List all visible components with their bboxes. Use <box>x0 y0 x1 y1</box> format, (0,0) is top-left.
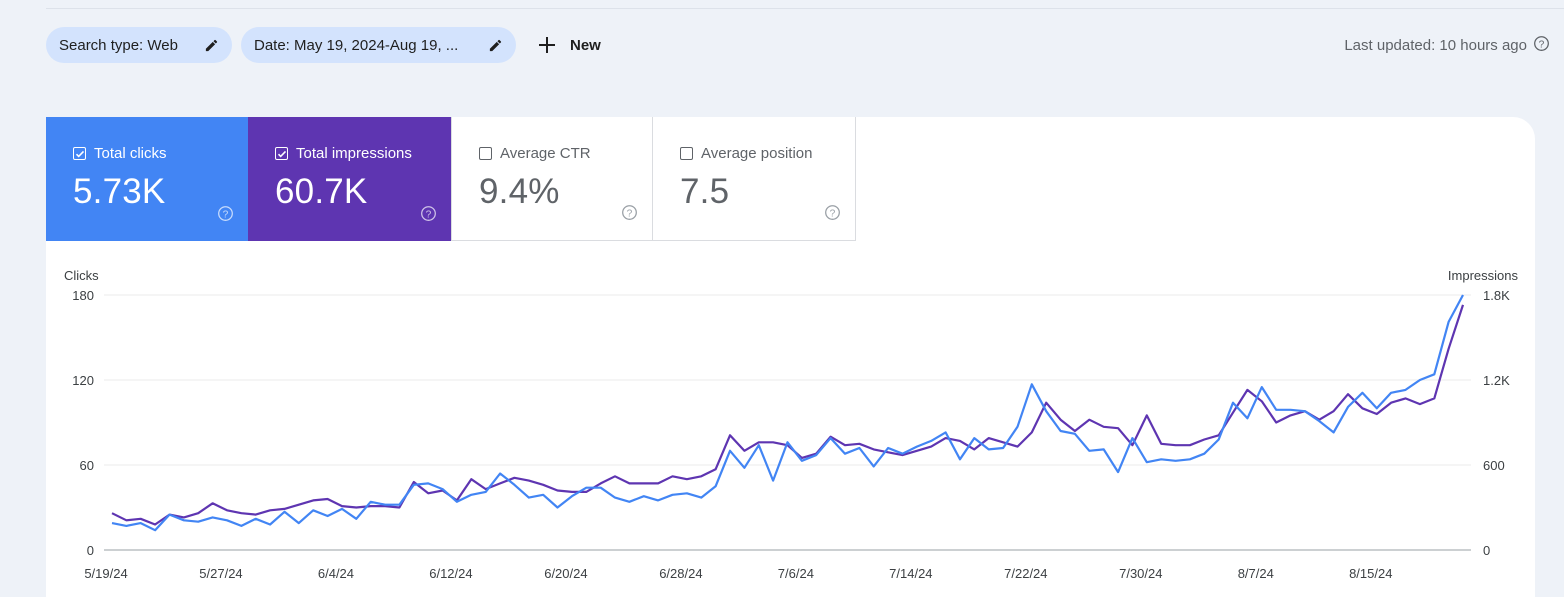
question-circle-icon[interactable]: ? <box>1533 35 1550 56</box>
metric-label: Total impressions <box>296 145 412 162</box>
x-tick-label: 7/6/24 <box>778 566 814 581</box>
x-tick-label: 7/22/24 <box>1004 566 1047 581</box>
y-tick-label-right: 600 <box>1483 458 1505 473</box>
performance-panel: Total clicks 5.73K ? Total impressions 6… <box>46 117 1535 597</box>
question-circle-icon[interactable]: ? <box>824 204 841 226</box>
metric-label: Average position <box>701 145 813 162</box>
pencil-icon[interactable] <box>202 36 220 54</box>
metric-card-total-clicks[interactable]: Total clicks 5.73K ? <box>46 117 248 241</box>
checkbox-icon[interactable] <box>479 147 492 160</box>
y-tick-label-right: 0 <box>1483 543 1490 558</box>
metric-value: 9.4% <box>479 172 560 211</box>
checkbox-icon[interactable] <box>680 147 693 160</box>
x-tick-label: 5/27/24 <box>199 566 242 581</box>
y-tick-label-right: 1.2K <box>1483 373 1510 388</box>
y-tick-label-left: 120 <box>72 373 94 388</box>
y-tick-label-right: 1.8K <box>1483 288 1510 303</box>
pencil-icon[interactable] <box>486 36 504 54</box>
svg-text:?: ? <box>830 208 836 219</box>
x-tick-label: 6/12/24 <box>429 566 472 581</box>
y-tick-label-left: 180 <box>72 288 94 303</box>
svg-text:?: ? <box>223 209 229 220</box>
search-type-filter-chip[interactable]: Search type: Web <box>46 27 232 63</box>
x-tick-label: 8/15/24 <box>1349 566 1392 581</box>
date-filter-chip[interactable]: Date: May 19, 2024-Aug 19, ... <box>241 27 516 63</box>
x-tick-label: 8/7/24 <box>1238 566 1274 581</box>
svg-text:?: ? <box>1539 39 1545 50</box>
y-axis-title-right: Impressions <box>1448 268 1519 283</box>
checkbox-icon[interactable] <box>275 147 288 160</box>
metric-card-average-ctr[interactable]: Average CTR 9.4% ? <box>451 117 653 241</box>
y-tick-label-left: 0 <box>87 543 94 558</box>
x-tick-label: 6/28/24 <box>659 566 702 581</box>
series-line-impressions <box>111 304 1465 526</box>
x-tick-label: 7/30/24 <box>1119 566 1162 581</box>
metric-label: Total clicks <box>94 145 167 162</box>
last-updated-status: Last updated: 10 hours ago ? <box>1344 35 1550 56</box>
metric-value: 7.5 <box>680 172 730 211</box>
date-filter-label: Date: May 19, 2024-Aug 19, ... <box>254 36 459 54</box>
metric-card-average-position[interactable]: Average position 7.5 ? <box>653 117 856 241</box>
svg-text:?: ? <box>426 209 432 220</box>
checkbox-icon[interactable] <box>73 147 86 160</box>
x-tick-label: 7/14/24 <box>889 566 932 581</box>
plus-icon <box>534 32 560 58</box>
new-filter-label: New <box>570 36 601 54</box>
search-type-filter-label: Search type: Web <box>59 36 178 54</box>
new-filter-button[interactable]: New <box>534 30 601 60</box>
svg-text:?: ? <box>627 208 633 219</box>
metric-value: 60.7K <box>275 172 368 211</box>
x-tick-label: 5/19/24 <box>84 566 127 581</box>
metric-card-total-impressions[interactable]: Total impressions 60.7K ? <box>248 117 451 241</box>
metric-label: Average CTR <box>500 145 591 162</box>
top-divider <box>46 8 1564 9</box>
question-circle-icon[interactable]: ? <box>621 204 638 226</box>
series-line-clicks <box>111 294 1464 532</box>
y-axis-title-left: Clicks <box>64 268 99 283</box>
question-circle-icon[interactable]: ? <box>420 205 437 227</box>
last-updated-text: Last updated: 10 hours ago <box>1344 37 1527 54</box>
x-tick-label: 6/20/24 <box>544 566 587 581</box>
metric-value: 5.73K <box>73 172 166 211</box>
question-circle-icon[interactable]: ? <box>217 205 234 227</box>
y-tick-label-left: 60 <box>80 458 94 473</box>
performance-chart: Clicks Impressions 0 0 60 600 120 1.2K 180 1.8K… <box>64 268 1519 581</box>
x-tick-label: 6/4/24 <box>318 566 354 581</box>
